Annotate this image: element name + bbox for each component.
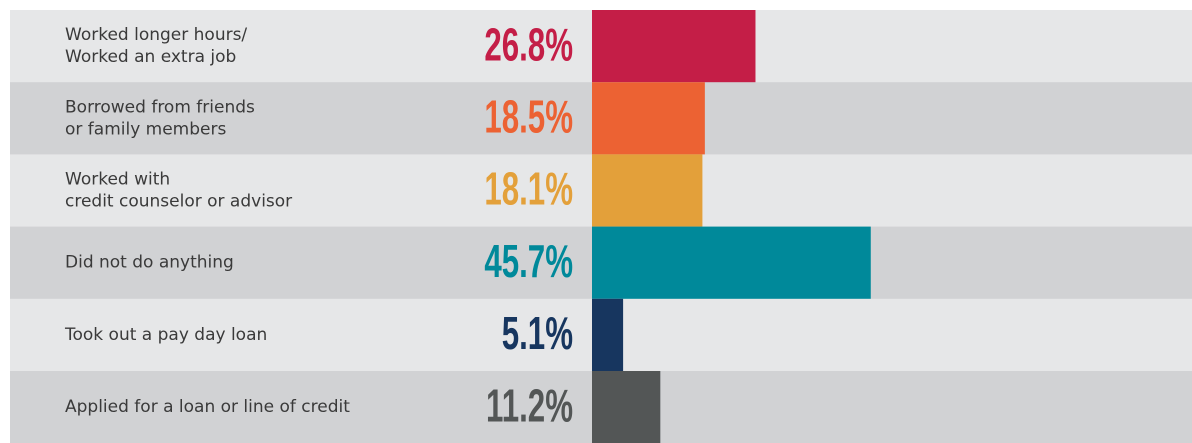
category-label: Borrowed from friends or family members bbox=[65, 97, 255, 139]
value-label: 18.1% bbox=[484, 164, 573, 215]
category-line: Worked with bbox=[65, 170, 170, 190]
bar bbox=[592, 298, 624, 372]
category-label: Took out a pay day loan bbox=[64, 325, 267, 345]
bar bbox=[592, 82, 705, 155]
value-label: 18.5% bbox=[484, 92, 573, 143]
category-label: Did not do anything bbox=[65, 253, 234, 273]
value-label: 45.7% bbox=[484, 236, 573, 287]
bar bbox=[592, 226, 871, 300]
category-label: Applied for a loan or line of credit bbox=[65, 397, 350, 417]
bar bbox=[592, 371, 661, 443]
bar bbox=[592, 154, 703, 228]
category-line: credit counselor or advisor bbox=[65, 192, 292, 212]
category-label: Worked with credit counselor or advisor bbox=[65, 170, 292, 212]
category-line: or family members bbox=[65, 119, 226, 139]
category-line: Took out a pay day loan bbox=[64, 325, 267, 345]
category-line: Worked longer hours/ bbox=[65, 25, 247, 45]
category-line: Worked an extra job bbox=[65, 47, 236, 67]
bar bbox=[592, 10, 756, 83]
value-label: 11.2% bbox=[486, 380, 573, 431]
category-line: Borrowed from friends bbox=[65, 97, 255, 117]
value-label: 26.8% bbox=[484, 19, 573, 70]
category-line: Applied for a loan or line of credit bbox=[65, 397, 350, 417]
category-label: Worked longer hours/Worked an extra job bbox=[65, 25, 247, 67]
category-line: Did not do anything bbox=[65, 253, 234, 273]
value-label: 5.1% bbox=[502, 308, 573, 359]
